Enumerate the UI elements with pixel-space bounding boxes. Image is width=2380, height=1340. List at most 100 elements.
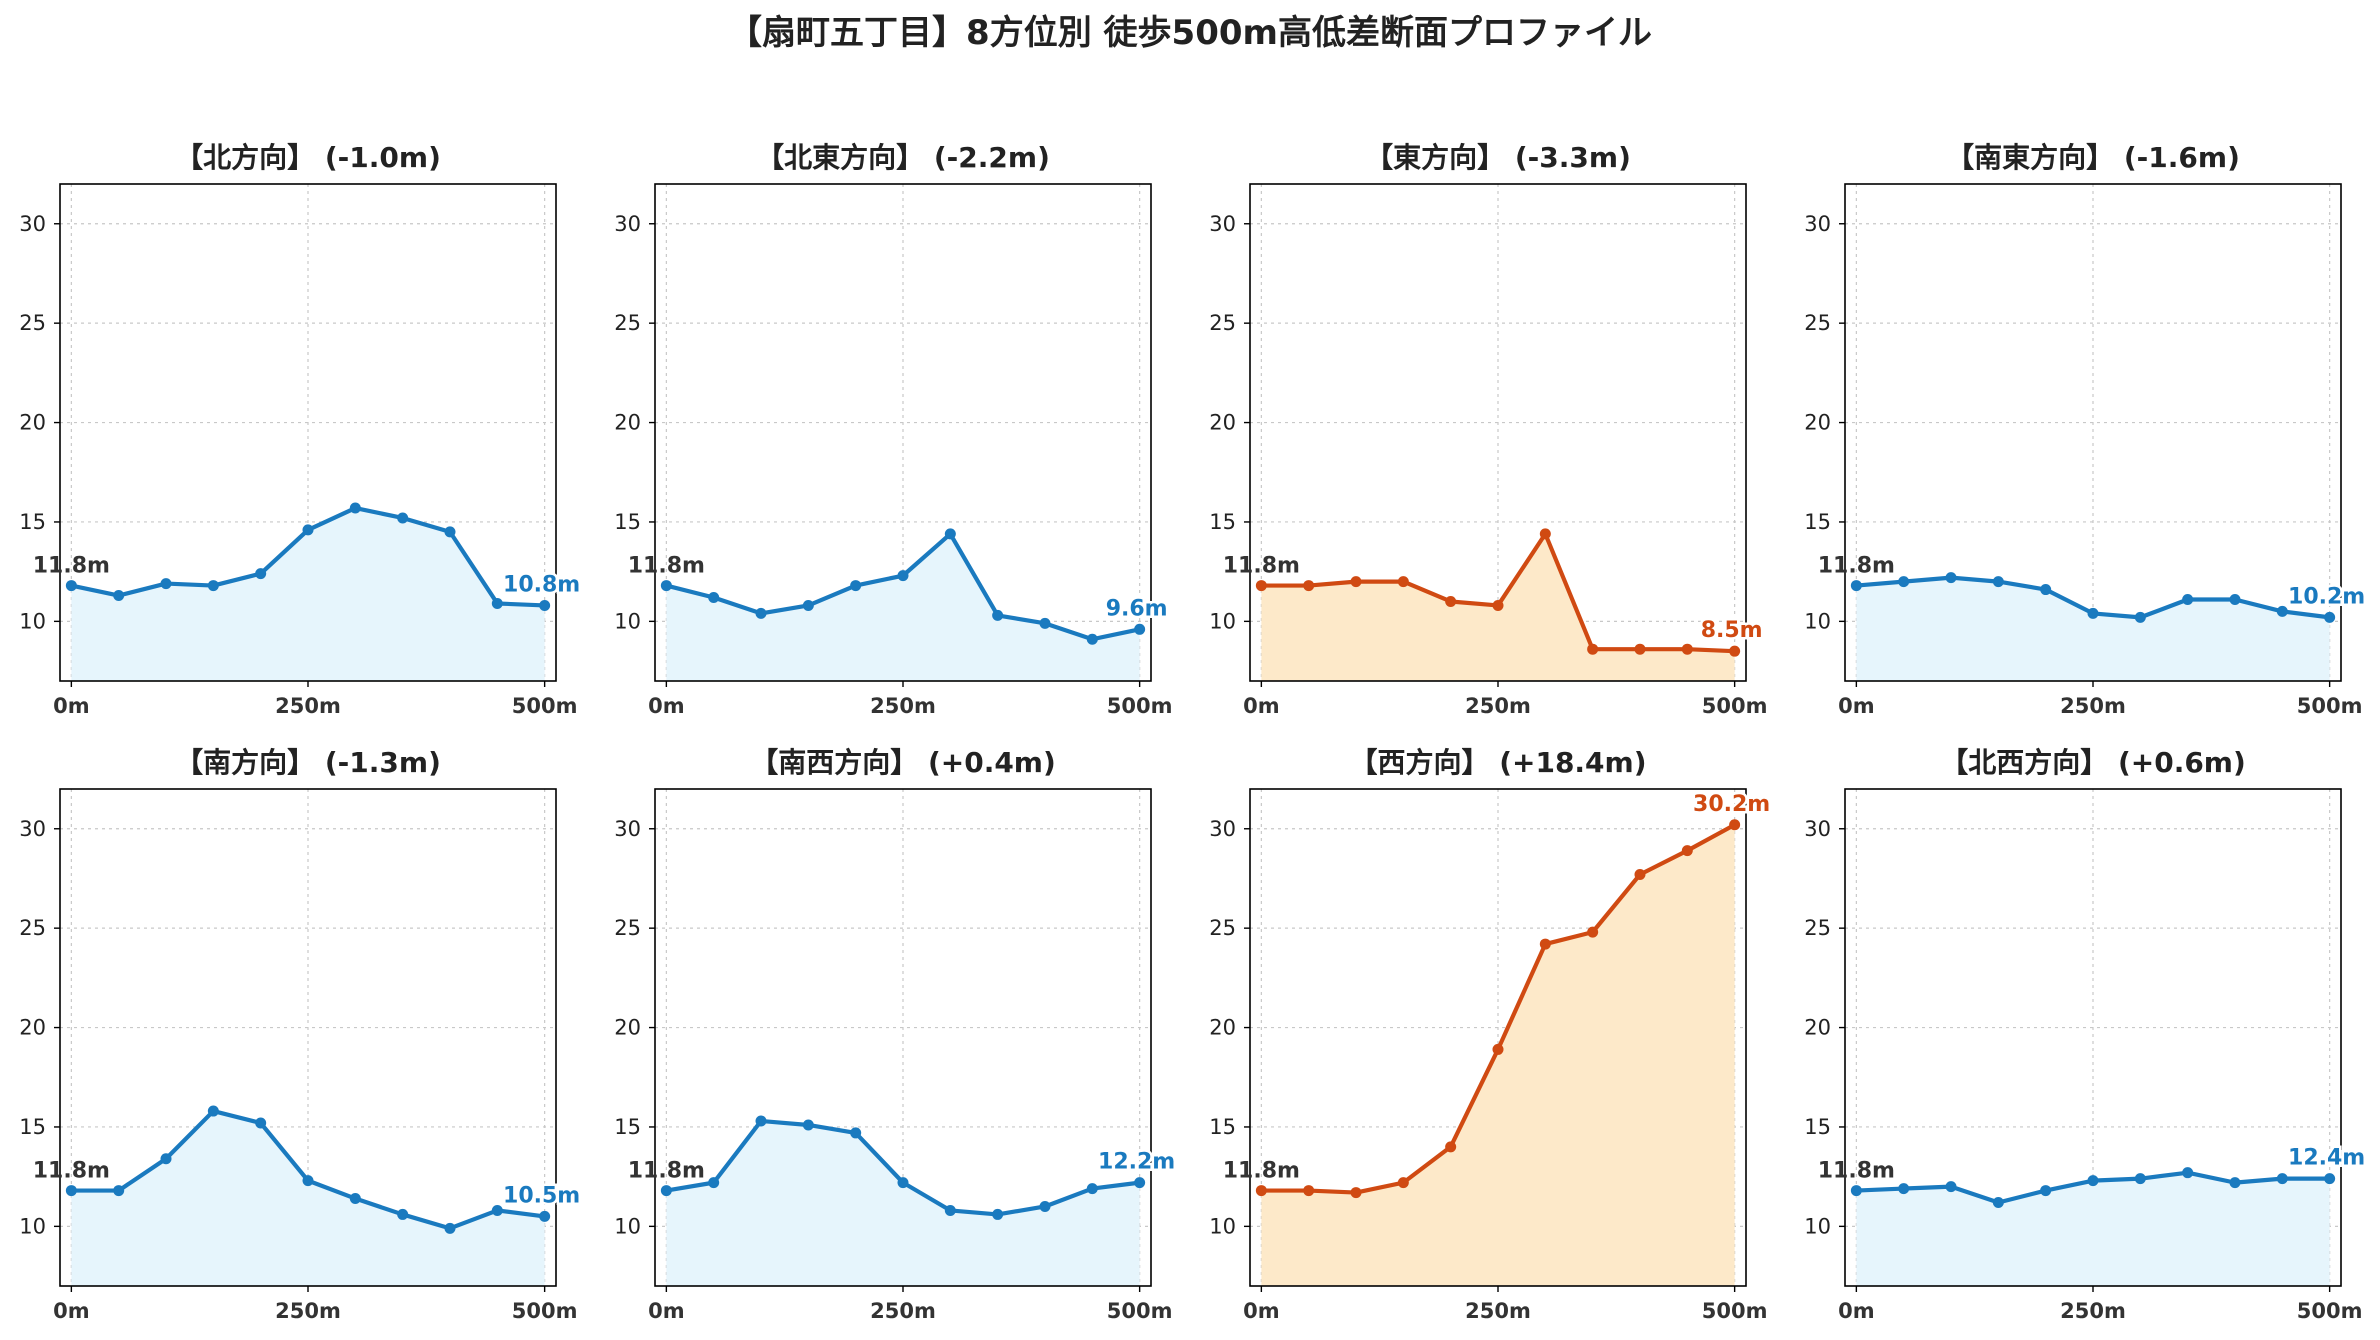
data-point bbox=[802, 1119, 814, 1131]
y-tick-label: 10 bbox=[1804, 609, 1831, 633]
data-point bbox=[1850, 580, 1862, 592]
data-point bbox=[2087, 607, 2099, 619]
y-tick-label: 15 bbox=[19, 510, 46, 534]
y-tick-label: 30 bbox=[1804, 817, 1831, 841]
y-tick-label: 25 bbox=[614, 916, 641, 940]
data-point bbox=[1898, 576, 1910, 588]
y-tick-label: 10 bbox=[614, 1214, 641, 1238]
x-tick-label: 0m bbox=[53, 694, 90, 718]
profile-area bbox=[71, 508, 545, 681]
data-point bbox=[2040, 584, 2052, 596]
data-point bbox=[349, 502, 361, 514]
x-tick-label: 250m bbox=[2060, 1299, 2126, 1323]
x-tick-label: 500m bbox=[512, 1299, 578, 1323]
data-point bbox=[944, 1204, 956, 1216]
y-tick-label: 10 bbox=[1804, 1214, 1831, 1238]
y-tick-label: 10 bbox=[19, 609, 46, 633]
data-point bbox=[897, 570, 909, 582]
end-value-label: 10.5m bbox=[503, 1183, 580, 1208]
data-point bbox=[708, 1177, 720, 1189]
y-tick-label: 30 bbox=[614, 212, 641, 236]
data-point bbox=[539, 599, 551, 611]
data-point bbox=[1086, 1183, 1098, 1195]
y-tick-label: 20 bbox=[19, 411, 46, 435]
panel-title: 【北方向】 (-1.0m) bbox=[175, 141, 441, 174]
chart-panel: 【南東方向】 (-1.6m) 10 15 20 25 30 0m 250m 500m 11.8m 1… bbox=[1804, 141, 2367, 718]
x-tick-label: 0m bbox=[648, 1299, 685, 1323]
y-tick-label: 20 bbox=[1804, 1016, 1831, 1040]
figure-title: 【扇町五丁目】8方位別 徒歩500m高低差断面プロファイル bbox=[728, 13, 1652, 53]
data-point bbox=[2229, 593, 2241, 605]
data-point bbox=[444, 1222, 456, 1234]
profile-area bbox=[71, 1111, 545, 1286]
chart-panel: 【北方向】 (-1.0m) 10 15 20 25 30 0m 250m 500m 11.8m 10… bbox=[19, 141, 582, 718]
data-point bbox=[1134, 623, 1146, 635]
data-point bbox=[255, 568, 267, 580]
data-point bbox=[1397, 576, 1409, 588]
data-point bbox=[850, 580, 862, 592]
data-point bbox=[850, 1127, 862, 1139]
data-point bbox=[1729, 819, 1741, 831]
data-point bbox=[1681, 643, 1693, 655]
y-tick-label: 15 bbox=[1209, 510, 1236, 534]
data-point bbox=[2229, 1177, 2241, 1189]
data-point bbox=[1445, 1141, 1457, 1153]
data-point bbox=[349, 1193, 361, 1205]
data-point bbox=[944, 528, 956, 540]
end-value-label: 10.2m bbox=[2288, 584, 2365, 609]
data-point bbox=[207, 1105, 219, 1117]
data-point bbox=[1539, 938, 1551, 950]
x-tick-label: 250m bbox=[1465, 1299, 1531, 1323]
x-tick-label: 250m bbox=[1465, 694, 1531, 718]
x-tick-label: 500m bbox=[512, 694, 578, 718]
y-tick-label: 10 bbox=[1209, 1214, 1236, 1238]
start-value-label: 11.8m bbox=[1223, 1159, 1300, 1184]
data-point bbox=[660, 1185, 672, 1197]
x-tick-label: 250m bbox=[275, 1299, 341, 1323]
data-point bbox=[1303, 580, 1315, 592]
start-value-label: 11.8m bbox=[33, 1159, 110, 1184]
data-point bbox=[992, 1208, 1004, 1220]
y-tick-label: 10 bbox=[1209, 609, 1236, 633]
y-tick-label: 20 bbox=[1209, 1016, 1236, 1040]
x-tick-label: 0m bbox=[53, 1299, 90, 1323]
data-point bbox=[2324, 611, 2336, 623]
data-point bbox=[992, 609, 1004, 621]
y-tick-label: 10 bbox=[614, 609, 641, 633]
end-value-label: 12.2m bbox=[1098, 1150, 1175, 1175]
y-tick-label: 25 bbox=[1209, 311, 1236, 335]
y-tick-label: 15 bbox=[19, 1115, 46, 1139]
x-tick-label: 250m bbox=[2060, 694, 2126, 718]
data-point bbox=[2134, 611, 2146, 623]
panel-title: 【北東方向】 (-2.2m) bbox=[756, 141, 1050, 174]
data-point bbox=[397, 1208, 409, 1220]
chart-panel: 【北東方向】 (-2.2m) 10 15 20 25 30 0m 250m 500m 11.8m 9… bbox=[614, 141, 1172, 718]
y-tick-label: 30 bbox=[19, 817, 46, 841]
data-point bbox=[491, 1204, 503, 1216]
data-point bbox=[397, 512, 409, 524]
x-tick-label: 250m bbox=[870, 694, 936, 718]
y-tick-label: 25 bbox=[19, 916, 46, 940]
data-point bbox=[1681, 845, 1693, 857]
data-point bbox=[660, 580, 672, 592]
y-tick-label: 15 bbox=[614, 510, 641, 534]
data-point bbox=[1729, 645, 1741, 657]
data-point bbox=[1445, 595, 1457, 607]
data-point bbox=[1539, 528, 1551, 540]
data-point bbox=[708, 592, 720, 604]
y-tick-label: 15 bbox=[1804, 510, 1831, 534]
data-point bbox=[2087, 1175, 2099, 1187]
profile-area bbox=[666, 1120, 1140, 1286]
y-tick-label: 30 bbox=[614, 817, 641, 841]
start-value-label: 11.8m bbox=[1818, 1159, 1895, 1184]
end-value-label: 10.8m bbox=[503, 572, 580, 597]
x-tick-label: 0m bbox=[1243, 1299, 1280, 1323]
data-point bbox=[160, 578, 172, 590]
start-value-label: 11.8m bbox=[33, 554, 110, 579]
data-point bbox=[2324, 1173, 2336, 1185]
data-point bbox=[1492, 1043, 1504, 1055]
x-tick-label: 500m bbox=[1107, 694, 1173, 718]
start-value-label: 11.8m bbox=[1223, 554, 1300, 579]
